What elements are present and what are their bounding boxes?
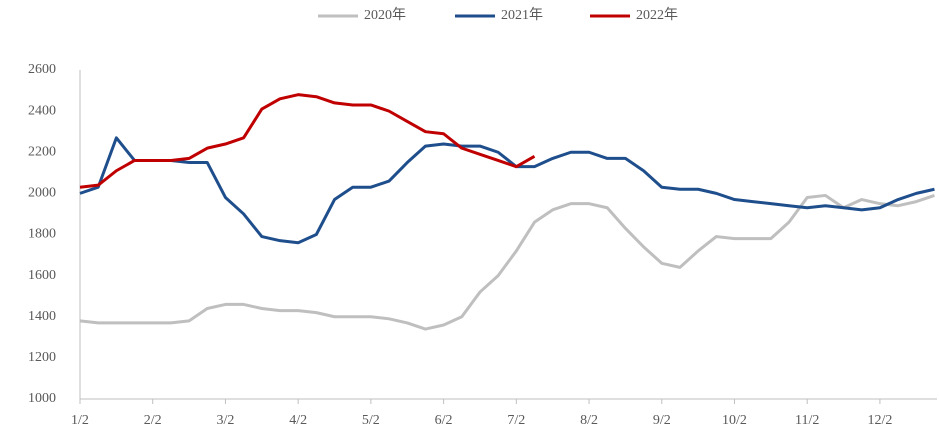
x-tick-label: 4/2 (289, 413, 307, 428)
x-tick-label: 5/2 (362, 413, 380, 428)
x-tick-label: 7/2 (507, 413, 525, 428)
x-tick-label: 11/2 (795, 413, 819, 428)
y-tick-label: 2400 (28, 103, 56, 118)
legend-label: 2021年 (501, 7, 543, 23)
legend-label: 2022年 (636, 7, 678, 23)
x-tick-label: 12/2 (867, 413, 892, 428)
y-tick-label: 2000 (28, 186, 56, 201)
x-tick-label: 9/2 (653, 413, 671, 428)
line (79, 93, 536, 189)
y-tick-label: 1000 (28, 391, 56, 406)
y-tick-label: 1400 (28, 309, 56, 324)
line (79, 136, 935, 245)
x-tick-label: 6/2 (435, 413, 453, 428)
x-tick-label: 1/2 (71, 413, 89, 428)
x-tick-label: 2/2 (144, 413, 162, 428)
line (79, 193, 935, 331)
y-tick-label: 1600 (28, 268, 56, 283)
legend-label: 2020年 (364, 7, 406, 23)
y-tick-label: 2200 (28, 144, 56, 159)
x-tick-label: 8/2 (580, 413, 598, 428)
y-tick-label: 1800 (28, 227, 56, 242)
y-tick-label: 2600 (28, 62, 56, 77)
x-tick-label: 3/2 (216, 413, 234, 428)
x-tick-label: 10/2 (722, 413, 747, 428)
y-tick-label: 1200 (28, 350, 56, 365)
